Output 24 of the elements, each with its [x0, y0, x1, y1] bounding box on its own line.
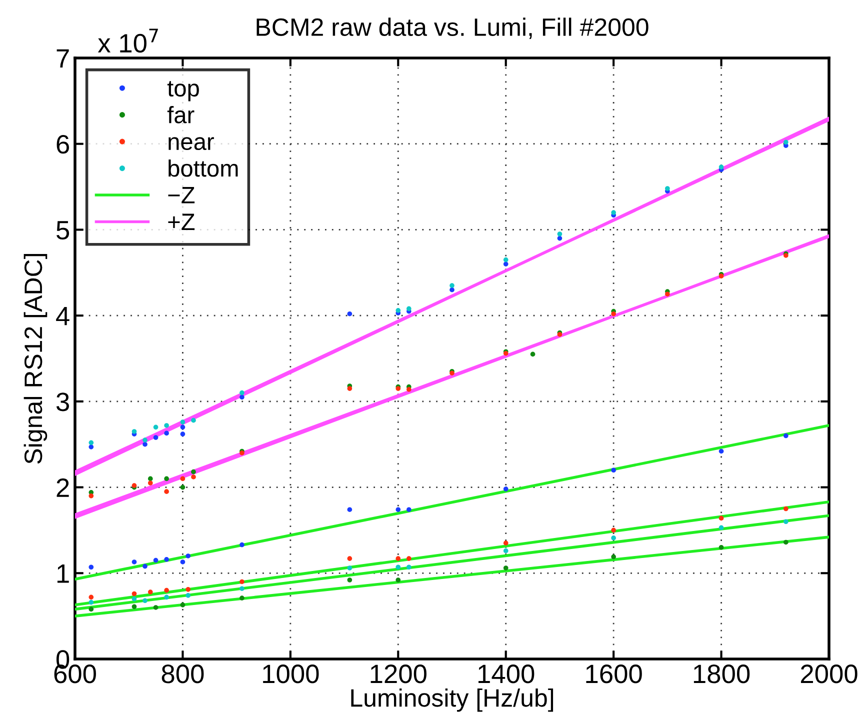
x-tick-label: 1000: [263, 664, 319, 684]
chart-title: BCM2 raw data vs. Lumi, Fill #2000: [256, 18, 648, 39]
legend-label: −Z: [168, 187, 195, 204]
legend-label: far: [167, 106, 194, 124]
y-tick-label: 3: [56, 392, 69, 412]
x-tick-label: 1200: [370, 664, 426, 684]
legend-label: +Z: [168, 214, 195, 230]
legend-label: top: [167, 81, 199, 102]
y-tick-label: 7: [56, 49, 69, 68]
x-tick-label: 800: [162, 664, 204, 684]
y-axis-title: Signal RS12 [ADC]: [24, 254, 48, 464]
y-tick-label: 6: [56, 134, 69, 154]
y-tick-label: 5: [56, 221, 70, 240]
x-axis-title: Luminosity [Hz/ub]: [351, 688, 554, 712]
text: x 10$^{7}$: [98, 28, 158, 53]
x-tick-label: 1800: [694, 664, 750, 684]
y-tick-label: 2: [56, 478, 69, 497]
y-tick-label: 1: [57, 564, 69, 583]
legend-label: bottom: [168, 159, 238, 177]
y-tick-label: 4: [56, 306, 70, 326]
x-tick-label: 2000: [800, 664, 858, 684]
legend-label: near: [168, 137, 214, 150]
x-tick-label: 1600: [586, 664, 642, 684]
x-tick-label: 1400: [478, 664, 534, 684]
